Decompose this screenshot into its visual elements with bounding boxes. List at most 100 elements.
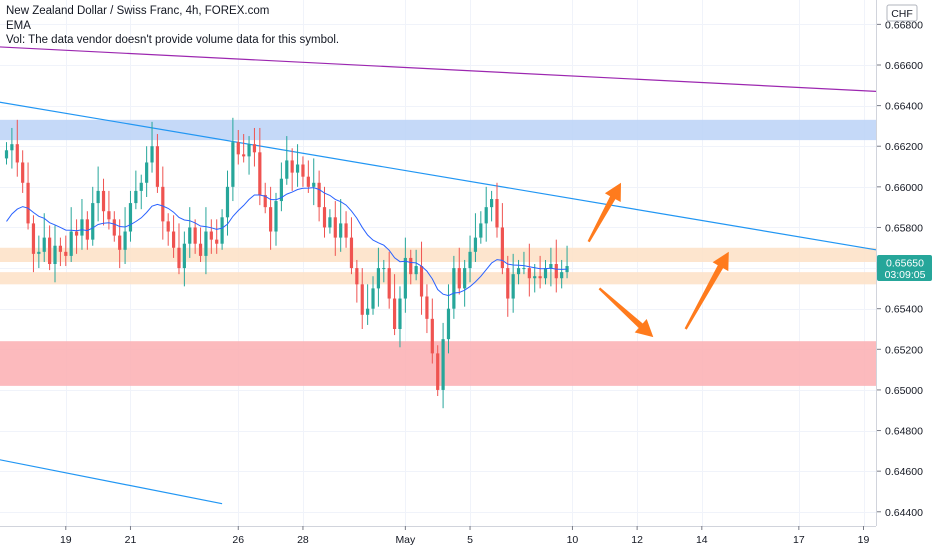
candle[interactable]: [215, 219, 219, 254]
candle[interactable]: [333, 201, 337, 256]
candle[interactable]: [4, 142, 9, 165]
candle[interactable]: [26, 162, 30, 230]
candle[interactable]: [322, 186, 327, 238]
candle[interactable]: [522, 251, 526, 275]
candle[interactable]: [436, 345, 440, 397]
candle[interactable]: [554, 239, 558, 293]
candle[interactable]: [145, 146, 149, 197]
candle[interactable]: [155, 134, 160, 193]
upper-purple-line[interactable]: [0, 46, 877, 92]
indicator-label[interactable]: EMA: [6, 19, 31, 32]
candle[interactable]: [236, 129, 240, 165]
candle[interactable]: [80, 199, 84, 250]
candle[interactable]: [425, 284, 429, 334]
candle[interactable]: [15, 119, 19, 177]
candle[interactable]: [371, 276, 375, 315]
candle[interactable]: [290, 148, 294, 191]
candle[interactable]: [91, 186, 95, 246]
candle[interactable]: [473, 213, 478, 262]
candle[interactable]: [484, 186, 488, 242]
range-lower-zone[interactable]: [0, 272, 876, 285]
candle[interactable]: [101, 178, 106, 226]
candle[interactable]: [560, 259, 564, 289]
candle[interactable]: [403, 237, 407, 313]
candle[interactable]: [279, 162, 283, 212]
candle[interactable]: [128, 190, 133, 242]
candle[interactable]: [500, 203, 504, 275]
candle[interactable]: [150, 121, 154, 173]
candle[interactable]: [74, 219, 79, 254]
candle[interactable]: [543, 259, 548, 285]
candle[interactable]: [349, 217, 354, 275]
candle[interactable]: [495, 182, 499, 238]
candle[interactable]: [188, 207, 192, 258]
candle[interactable]: [31, 215, 36, 273]
candle[interactable]: [441, 322, 445, 409]
candle[interactable]: [430, 298, 434, 364]
candle[interactable]: [182, 231, 186, 287]
candle[interactable]: [490, 190, 494, 222]
candle[interactable]: [312, 158, 316, 206]
resistance-zone[interactable]: [0, 119, 876, 141]
candle[interactable]: [123, 207, 127, 265]
candle[interactable]: [198, 227, 203, 262]
descending-trendline[interactable]: [0, 101, 877, 251]
candle[interactable]: [516, 259, 521, 285]
candle[interactable]: [193, 219, 197, 254]
candle[interactable]: [258, 127, 262, 206]
candle[interactable]: [209, 219, 213, 254]
candle[interactable]: [247, 136, 251, 175]
candle[interactable]: [112, 211, 116, 242]
candle[interactable]: [549, 247, 553, 287]
candle[interactable]: [225, 170, 230, 236]
candles[interactable]: [4, 117, 569, 409]
candle[interactable]: [69, 207, 73, 262]
candle[interactable]: [231, 117, 235, 202]
symbol-title[interactable]: New Zealand Dollar / Swiss Franc, 4h, FO…: [6, 5, 270, 17]
candle[interactable]: [166, 213, 170, 246]
candle[interactable]: [317, 170, 321, 222]
candle[interactable]: [242, 134, 246, 163]
candle[interactable]: [220, 209, 224, 250]
candle[interactable]: [263, 182, 267, 214]
candle[interactable]: [387, 251, 391, 309]
arrow-annotations[interactable]: [587, 182, 729, 338]
arrow-up-breakout[interactable]: [587, 182, 621, 243]
candle[interactable]: [463, 259, 467, 307]
candle[interactable]: [511, 253, 515, 313]
candle[interactable]: [376, 247, 381, 307]
candle[interactable]: [295, 144, 300, 187]
currency-button[interactable]: CHF: [886, 4, 918, 22]
candle[interactable]: [538, 255, 542, 289]
candle[interactable]: [339, 199, 343, 252]
candle[interactable]: [96, 166, 100, 222]
candle[interactable]: [134, 170, 138, 210]
lower-trendline[interactable]: [0, 459, 223, 505]
candle[interactable]: [58, 237, 62, 267]
candle[interactable]: [301, 156, 305, 187]
candle[interactable]: [269, 186, 273, 250]
candle[interactable]: [252, 127, 257, 167]
candle[interactable]: [64, 235, 68, 267]
candle[interactable]: [344, 211, 348, 248]
candle[interactable]: [360, 268, 364, 330]
candle[interactable]: [48, 225, 52, 271]
candle[interactable]: [42, 213, 46, 262]
candle[interactable]: [382, 259, 386, 283]
candle[interactable]: [527, 243, 531, 297]
candle[interactable]: [452, 255, 456, 319]
candle[interactable]: [177, 223, 181, 275]
candle[interactable]: [414, 249, 418, 281]
candle[interactable]: [37, 235, 41, 269]
candle[interactable]: [285, 136, 289, 185]
candle[interactable]: [118, 219, 122, 269]
drawing-lines[interactable]: [0, 46, 877, 505]
candle[interactable]: [274, 192, 278, 246]
candle[interactable]: [419, 241, 424, 315]
candle[interactable]: [328, 209, 332, 234]
candle[interactable]: [506, 255, 510, 317]
